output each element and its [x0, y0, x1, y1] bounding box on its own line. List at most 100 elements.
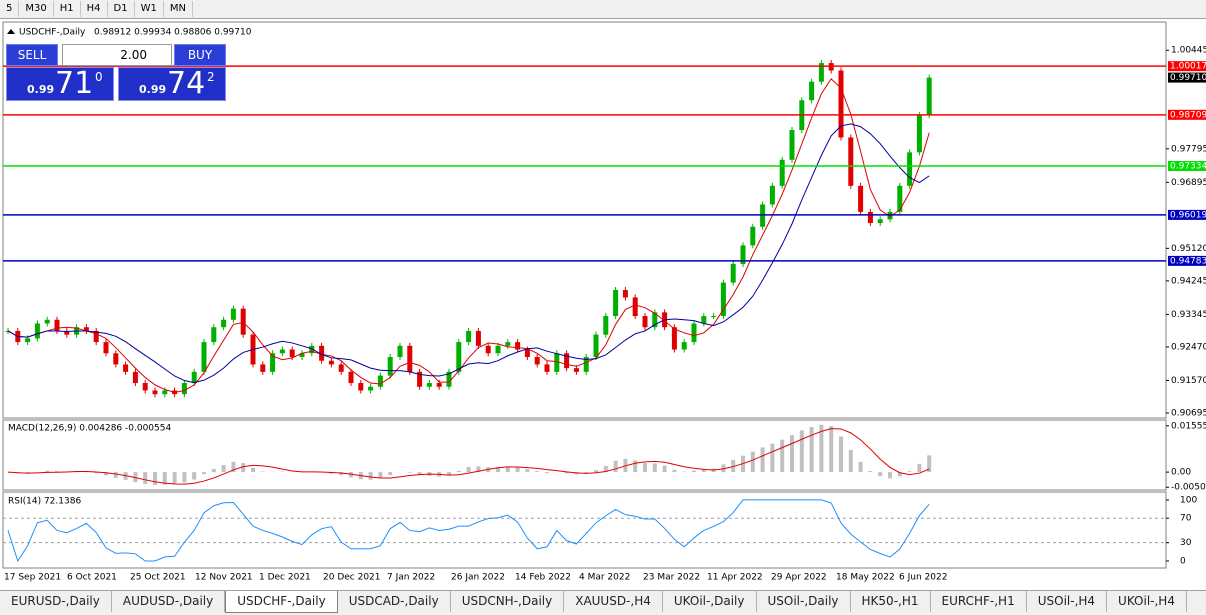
- y-tick-label: 0.92470: [1171, 342, 1206, 352]
- buy-quote[interactable]: 0.99 74 2: [118, 67, 226, 101]
- buy-button[interactable]: BUY: [174, 44, 226, 66]
- x-tick-label: 20 Dec 2021: [323, 573, 381, 583]
- candle: [378, 376, 383, 387]
- macd-bar: [261, 472, 265, 473]
- candle: [496, 346, 501, 353]
- chart-tab[interactable]: HK50-,H1: [851, 591, 931, 612]
- rsi-title: RSI(14) 72.1386: [8, 497, 81, 507]
- chart-tab[interactable]: EURUSD-,Daily: [0, 591, 112, 612]
- buy-frac: 2: [207, 70, 215, 84]
- y-tick-label: 0.94245: [1171, 276, 1206, 286]
- candle: [535, 357, 540, 364]
- candle: [153, 390, 158, 394]
- y-tick-label: -0.00507: [1171, 483, 1206, 493]
- macd-bar: [780, 440, 784, 472]
- macd-bar: [790, 435, 794, 472]
- level-label: 0.96019: [1170, 210, 1206, 220]
- timeframe-button[interactable]: W1: [135, 1, 164, 17]
- macd-bar: [829, 426, 833, 472]
- candle: [388, 357, 393, 376]
- macd-bar: [888, 472, 892, 478]
- candle: [192, 372, 197, 383]
- y-tick-label: 0: [1180, 556, 1186, 566]
- macd-bar: [839, 437, 843, 473]
- candle: [848, 137, 853, 185]
- y-tick-label: 30: [1180, 538, 1192, 548]
- timeframe-button[interactable]: M30: [19, 1, 53, 17]
- macd-bar: [751, 452, 755, 472]
- candle: [123, 364, 128, 371]
- macd-bar: [202, 472, 206, 474]
- chart-tab[interactable]: EURCHF-,H1: [931, 591, 1027, 612]
- candle: [643, 316, 648, 327]
- candle: [113, 353, 118, 364]
- macd-bar: [614, 461, 618, 472]
- candle: [682, 342, 687, 349]
- timeframe-button[interactable]: D1: [108, 1, 135, 17]
- candle: [525, 350, 530, 357]
- candle: [613, 290, 618, 316]
- candle: [104, 342, 109, 353]
- level-label: 0.98709: [1170, 110, 1206, 120]
- lots-input[interactable]: 2.00: [62, 44, 172, 66]
- candle: [35, 323, 40, 338]
- candle: [809, 82, 814, 101]
- chart-tab[interactable]: AUDUSD-,Daily: [112, 591, 225, 612]
- timeframe-button[interactable]: 5: [0, 1, 19, 17]
- timeframe-button[interactable]: MN: [164, 1, 193, 17]
- candle: [143, 383, 148, 390]
- buy-pips: 74: [167, 66, 205, 101]
- macd-bar: [692, 471, 696, 472]
- candle: [280, 350, 285, 354]
- candle: [868, 212, 873, 223]
- chart-tab[interactable]: USDCNH-,Daily: [451, 591, 565, 612]
- y-tick-label: 0.01555: [1171, 421, 1206, 431]
- candle: [437, 383, 442, 387]
- chart-tab[interactable]: USOil-,H4: [1027, 591, 1107, 612]
- candle: [329, 361, 334, 365]
- candle: [633, 297, 638, 316]
- chart-tab[interactable]: USDCHF-,Daily: [225, 591, 337, 613]
- chart-tab[interactable]: UKOil-,H4: [1107, 591, 1187, 612]
- candle: [770, 186, 775, 205]
- macd-bar: [800, 430, 804, 472]
- macd-bar: [388, 472, 392, 475]
- sell-quote[interactable]: 0.99 71 0: [6, 67, 114, 101]
- candle: [211, 327, 216, 342]
- chart-tab[interactable]: USDCAD-,Daily: [338, 591, 451, 612]
- timeframe-button[interactable]: H4: [81, 1, 108, 17]
- x-tick-label: 14 Feb 2022: [515, 573, 571, 583]
- x-tick-label: 26 Jan 2022: [451, 573, 505, 583]
- timeframe-toolbar: 5 M30 H1 H4 D1 W1 MN: [0, 0, 1206, 19]
- candle: [907, 152, 912, 185]
- candle: [476, 331, 481, 346]
- y-tick-label: 0.00: [1171, 468, 1191, 478]
- rsi-panel: [3, 492, 1166, 568]
- chart-tab[interactable]: UKOil-,Daily: [663, 591, 757, 612]
- candle: [466, 331, 471, 342]
- level-label: 1.00017: [1170, 62, 1206, 72]
- chart-tab[interactable]: XAUUSD-,H4: [564, 591, 663, 612]
- chart-tab[interactable]: USOil-,Daily: [757, 591, 851, 612]
- candle: [505, 342, 510, 346]
- macd-bar: [467, 467, 471, 472]
- candle: [162, 390, 167, 394]
- x-tick-label: 18 May 2022: [836, 573, 895, 583]
- y-tick-label: 0.97795: [1171, 144, 1206, 154]
- candle: [623, 290, 628, 297]
- candle: [721, 283, 726, 316]
- macd-bar: [868, 471, 872, 472]
- macd-bar: [369, 472, 373, 480]
- sell-button[interactable]: SELL: [6, 44, 58, 66]
- candle: [897, 186, 902, 212]
- macd-title: MACD(12,26,9) 0.004286 -0.000554: [8, 424, 171, 434]
- candle: [711, 316, 716, 317]
- candle: [603, 316, 608, 335]
- macd-bar: [182, 472, 186, 482]
- timeframe-button[interactable]: H1: [54, 1, 81, 17]
- candle: [780, 160, 785, 186]
- macd-bar: [222, 465, 226, 472]
- candle: [339, 364, 344, 371]
- macd-bar: [457, 471, 461, 472]
- x-tick-label: 1 Dec 2021: [259, 573, 311, 583]
